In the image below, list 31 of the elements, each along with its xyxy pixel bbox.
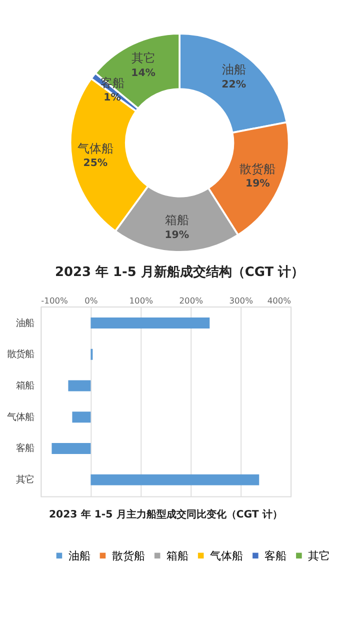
- y-tick-label: 客船: [16, 443, 34, 454]
- text: 2023 年 1-5 月新船成交结构（CGT 计）: [55, 264, 304, 280]
- x-tick-label: 300%: [229, 295, 254, 306]
- x-tick-label: 100%: [129, 295, 154, 306]
- y-tick-label: 散货船: [6, 349, 34, 360]
- legend-label: 客船: [264, 549, 287, 562]
- text: 2023 年 1-5 月主力船型成交同比变化（CGT 计）: [48, 508, 282, 521]
- slice-label: 客船: [100, 76, 124, 90]
- legend-label: 气体船: [210, 549, 244, 562]
- slice-label: 箱船: [164, 213, 189, 228]
- data-label: 19%: [246, 178, 270, 190]
- legend-label: 油船: [68, 549, 90, 562]
- y-tick-label: 气体船: [6, 412, 34, 423]
- data-label: 19%: [164, 230, 190, 242]
- slice-label: 气体船: [77, 141, 114, 156]
- y-tick-label: 箱船: [16, 380, 34, 392]
- y-tick-label: 其它: [16, 474, 34, 486]
- legend-label: 其它: [308, 549, 330, 562]
- x-tick-label: -100%: [41, 295, 68, 306]
- x-tick-label: 400%: [267, 295, 292, 306]
- data-label: 22%: [222, 79, 246, 90]
- y-tick-label: 油船: [16, 318, 34, 329]
- x-tick-label: 200%: [179, 295, 204, 306]
- slice-label: 其它: [131, 50, 156, 65]
- data-label: 14%: [131, 68, 156, 79]
- legend-label: 散货船: [112, 549, 145, 562]
- x-tick-label: 0%: [84, 295, 98, 306]
- data-label: 25%: [83, 158, 108, 170]
- slice-label: 油船: [222, 62, 246, 76]
- legend-label: 箱船: [166, 549, 189, 562]
- slice-label: 散货船: [240, 162, 276, 176]
